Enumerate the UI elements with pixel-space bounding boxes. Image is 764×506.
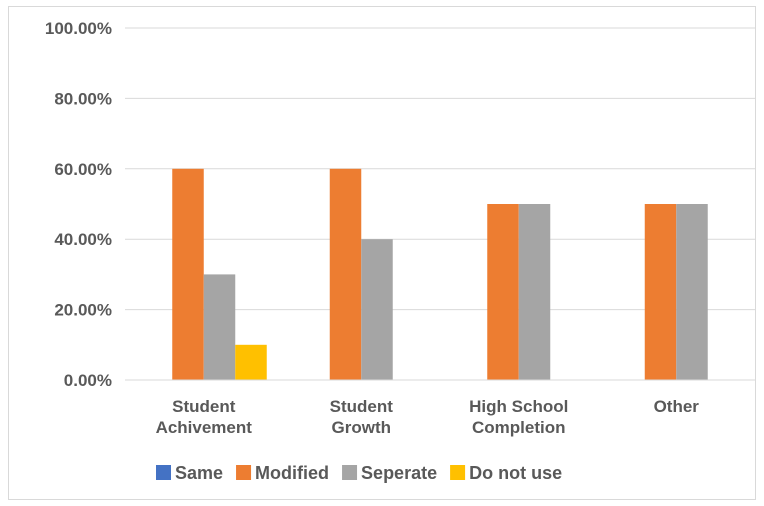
legend-swatch [156,465,171,480]
x-tick-label: Student Growth [330,397,394,437]
legend-label: Seperate [361,463,437,483]
bar-seperate [676,204,708,380]
x-tick-label: Student Achivement [156,397,253,437]
y-axis-ticks: 0.00% 20.00% 40.00% 60.00% 80.00% 100.00% [45,19,112,390]
legend-swatch [236,465,252,480]
legend-label: Same [175,463,223,483]
y-tick-label: 0.00% [64,371,112,390]
bar-seperate [518,204,551,380]
legend: Same Modified Seperate Do not use [156,463,562,483]
bar-seperate [361,239,393,380]
bar-do-not-use [235,344,267,380]
y-tick-label: 60.00% [54,160,112,179]
y-tick-label: 40.00% [54,230,112,249]
bars [172,168,708,380]
y-tick-label: 20.00% [54,301,112,320]
x-tick-label: Other [654,397,700,416]
legend-label: Do not use [469,463,562,483]
y-tick-label: 80.00% [54,89,112,108]
legend-label: Modified [255,463,329,483]
x-axis-labels: Student Achivement Student Growth High Schoo… [156,397,700,437]
legend-swatch [342,465,358,480]
legend-swatch [450,465,466,480]
bar-modified [487,204,519,380]
bar-modified [329,168,362,380]
x-tick-label: High School Completion [469,397,568,437]
bar-seperate [203,274,236,380]
y-tick-label: 100.00% [45,19,112,38]
bar-modified [644,204,677,380]
bar-modified [172,168,204,380]
